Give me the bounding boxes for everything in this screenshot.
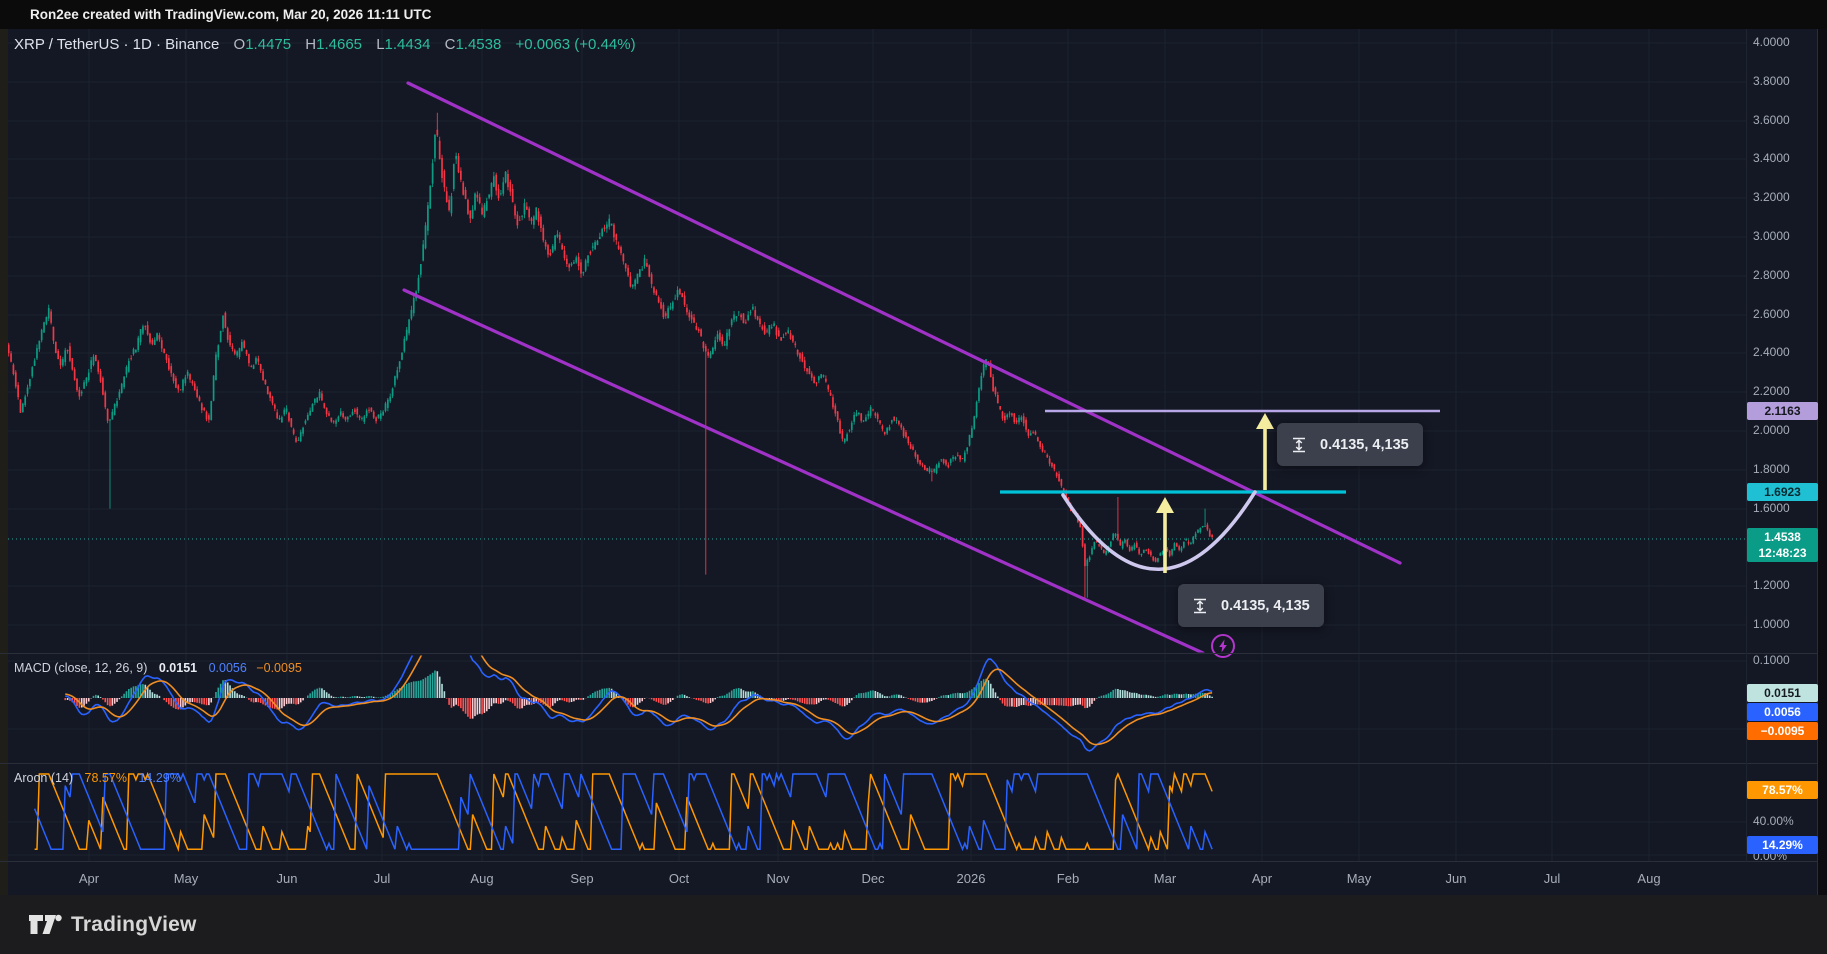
attribution-text: Ron2ee created with TradingView.com, Mar… — [30, 7, 432, 22]
tradingview-brand-text[interactable]: TradingView — [71, 912, 197, 936]
tradingview-logo-icon[interactable] — [28, 912, 62, 938]
attribution-bar: Ron2ee created with TradingView.com, Mar… — [0, 0, 1827, 29]
footer-bar: TradingView — [0, 895, 1827, 954]
